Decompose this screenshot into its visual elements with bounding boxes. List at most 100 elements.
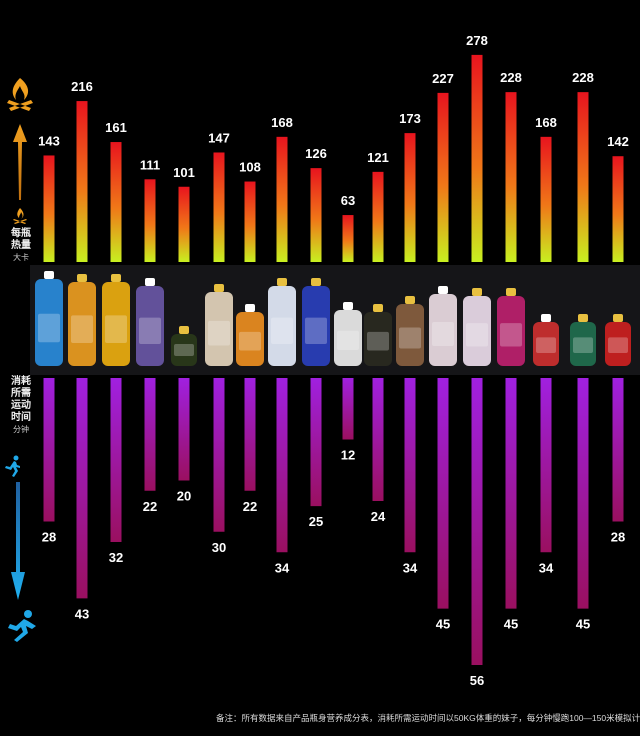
footnote: 备注：所有数据来自产品瓶身营养成分表，消耗所需运动时间以50KG体重的妹子，每分… bbox=[216, 713, 640, 723]
product-bottle bbox=[35, 271, 63, 366]
calorie-value-label: 228 bbox=[500, 70, 522, 85]
bottle-cap bbox=[44, 271, 54, 279]
calorie-value-label: 101 bbox=[173, 165, 195, 180]
product-bottle bbox=[533, 314, 559, 366]
time-title: 消耗所需运动时间 bbox=[11, 376, 31, 423]
calorie-bar bbox=[577, 92, 589, 262]
bottle-label bbox=[139, 317, 161, 344]
calorie-value-label: 161 bbox=[105, 120, 127, 135]
time-value-label: 34 bbox=[403, 560, 418, 575]
time-value-label: 45 bbox=[504, 617, 518, 632]
calorie-bar bbox=[310, 168, 322, 262]
bottle-body bbox=[68, 282, 96, 366]
calorie-bar bbox=[471, 54, 483, 262]
product-bottle bbox=[102, 274, 130, 366]
product-bottle bbox=[497, 288, 525, 366]
bottle-body bbox=[136, 286, 164, 366]
time-bar bbox=[437, 378, 449, 609]
bottle-body bbox=[605, 322, 631, 366]
time-value-label: 20 bbox=[177, 489, 191, 504]
small-fire-icon bbox=[13, 208, 27, 224]
bottle-cap bbox=[438, 286, 448, 294]
time-value-label: 24 bbox=[371, 509, 386, 524]
calorie-unit: 大卡 bbox=[13, 253, 29, 262]
product-bottle bbox=[396, 296, 424, 366]
calorie-bar bbox=[505, 92, 517, 262]
time-value-label: 45 bbox=[576, 617, 590, 632]
bars-group: 143 28 216 43 161 32 111 22 101 20 147 30 108 22 168 34… bbox=[38, 33, 629, 688]
calorie-bar bbox=[213, 152, 225, 262]
bottle-label bbox=[105, 315, 127, 343]
time-bar bbox=[244, 378, 256, 491]
bottle-body bbox=[364, 312, 392, 366]
bottle-label bbox=[71, 315, 93, 343]
product-bottle bbox=[302, 278, 330, 366]
fire-icon bbox=[7, 78, 33, 111]
time-bar bbox=[505, 378, 517, 609]
bottle-body bbox=[236, 312, 264, 366]
calorie-bar bbox=[244, 181, 256, 262]
bottle-label bbox=[399, 327, 421, 349]
bottle-cap bbox=[111, 274, 121, 282]
calorie-bar bbox=[76, 101, 88, 262]
calorie-value-label: 173 bbox=[399, 111, 421, 126]
calorie-bar bbox=[612, 156, 624, 262]
calorie-value-label: 143 bbox=[38, 133, 60, 148]
calorie-value-label: 111 bbox=[140, 157, 160, 172]
bottle-body bbox=[102, 282, 130, 366]
bottle-body bbox=[463, 296, 491, 366]
calorie-value-label: 278 bbox=[466, 33, 488, 48]
bottle-label bbox=[573, 337, 593, 353]
calorie-value-label: 147 bbox=[208, 130, 230, 145]
calorie-value-label: 126 bbox=[305, 146, 327, 161]
product-bottle bbox=[334, 302, 362, 366]
calorie-bar bbox=[372, 171, 384, 262]
time-bar bbox=[276, 378, 288, 553]
calorie-bar bbox=[43, 155, 55, 262]
product-bottle bbox=[68, 274, 96, 366]
calorie-axis-label: 每瓶热量 大卡 bbox=[6, 228, 36, 264]
product-bottle bbox=[171, 326, 197, 366]
bottle-cap bbox=[277, 278, 287, 286]
bottle-label bbox=[432, 322, 454, 346]
time-bar bbox=[310, 378, 322, 507]
time-bar bbox=[471, 378, 483, 665]
time-value-label: 28 bbox=[611, 530, 625, 545]
time-value-label: 45 bbox=[436, 617, 450, 632]
bottle-cap bbox=[472, 288, 482, 296]
up-arrow-icon bbox=[13, 124, 27, 200]
calorie-bar bbox=[437, 92, 449, 262]
calorie-value-label: 216 bbox=[71, 79, 93, 94]
bottle-body bbox=[497, 296, 525, 366]
calorie-bar bbox=[276, 136, 288, 262]
time-bar bbox=[404, 378, 416, 553]
time-bar bbox=[43, 378, 55, 522]
calorie-bar bbox=[342, 215, 354, 262]
time-value-label: 25 bbox=[309, 514, 323, 529]
calorie-value-label: 63 bbox=[341, 193, 355, 208]
bottle-body bbox=[429, 294, 457, 366]
calorie-value-label: 228 bbox=[572, 70, 594, 85]
bottle-body bbox=[396, 304, 424, 366]
product-bottle bbox=[236, 304, 264, 366]
time-value-label: 34 bbox=[539, 560, 554, 575]
time-bar bbox=[342, 378, 354, 440]
time-bar bbox=[110, 378, 122, 542]
bottle-label bbox=[608, 337, 628, 353]
time-value-label: 34 bbox=[275, 560, 290, 575]
product-bottle bbox=[570, 314, 596, 366]
calorie-value-label: 227 bbox=[432, 71, 454, 86]
bottle-label bbox=[239, 331, 261, 351]
calorie-value-label: 121 bbox=[367, 150, 389, 165]
calorie-value-label: 108 bbox=[239, 160, 261, 175]
bottle-cap bbox=[245, 304, 255, 312]
time-bar bbox=[372, 378, 384, 501]
product-bottle bbox=[429, 286, 457, 366]
bottle-label bbox=[38, 313, 60, 343]
bottle-label bbox=[500, 323, 522, 347]
calorie-title: 每瓶热量 bbox=[11, 228, 31, 251]
time-value-label: 56 bbox=[470, 673, 484, 688]
bottle-cap bbox=[506, 288, 516, 296]
bottle-body bbox=[570, 322, 596, 366]
